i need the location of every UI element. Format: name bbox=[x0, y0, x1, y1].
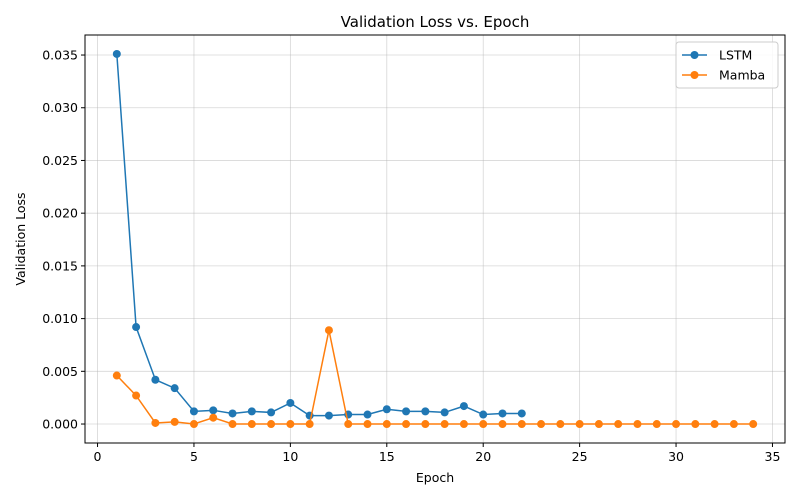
data-point-mamba bbox=[170, 417, 179, 426]
y-axis-label: Validation Loss bbox=[13, 192, 28, 285]
data-point-lstm bbox=[363, 410, 372, 419]
y-tick-label: 0.010 bbox=[42, 311, 78, 326]
series-layer bbox=[112, 49, 758, 429]
data-point-mamba bbox=[440, 420, 449, 429]
x-tick-label: 0 bbox=[94, 449, 102, 464]
series-line-lstm bbox=[116, 53, 522, 417]
data-point-mamba bbox=[228, 420, 237, 429]
data-point-lstm bbox=[324, 411, 333, 420]
x-tick-label: 20 bbox=[475, 449, 491, 464]
y-tick-label: 0.000 bbox=[42, 417, 78, 432]
grid bbox=[85, 35, 785, 443]
series-line-mamba bbox=[116, 330, 754, 425]
data-point-mamba bbox=[498, 420, 507, 429]
data-point-mamba bbox=[459, 420, 468, 429]
plot-frame bbox=[84, 34, 786, 444]
legend-box bbox=[675, 41, 779, 89]
data-point-lstm bbox=[209, 406, 218, 415]
legend-marker-lstm bbox=[690, 51, 699, 59]
data-point-mamba bbox=[421, 420, 430, 429]
y-axis-ticks: 0.000 0.005 0.010 0.015 0.020 0.025 0.030 0.035 bbox=[42, 48, 85, 432]
data-point-lstm bbox=[286, 398, 295, 407]
data-point-lstm bbox=[459, 402, 468, 411]
data-point-lstm bbox=[421, 407, 430, 416]
y-tick-label: 0.020 bbox=[42, 206, 78, 221]
data-point-mamba bbox=[324, 326, 333, 335]
data-point-mamba bbox=[112, 371, 121, 380]
data-point-mamba bbox=[151, 418, 160, 427]
y-tick-label: 0.035 bbox=[42, 48, 78, 63]
legend: LSTM Mamba bbox=[675, 41, 779, 89]
data-point-mamba bbox=[710, 420, 719, 429]
data-point-mamba bbox=[363, 420, 372, 429]
x-tick-label: 10 bbox=[282, 449, 298, 464]
data-point-mamba bbox=[402, 420, 411, 429]
data-point-mamba bbox=[132, 391, 141, 400]
data-point-lstm bbox=[267, 408, 276, 417]
data-point-lstm bbox=[189, 407, 198, 416]
legend-label-mamba: Mamba bbox=[719, 68, 765, 83]
data-point-mamba bbox=[729, 420, 738, 429]
x-tick-label: 35 bbox=[765, 449, 781, 464]
data-point-mamba bbox=[267, 420, 276, 429]
data-point-lstm bbox=[247, 407, 256, 416]
legend-marker-mamba bbox=[690, 71, 699, 79]
x-axis-ticks: 0 5 10 15 20 25 30 35 bbox=[94, 443, 781, 464]
data-point-mamba bbox=[575, 420, 584, 429]
data-point-lstm bbox=[498, 409, 507, 418]
data-point-lstm bbox=[382, 405, 391, 414]
data-point-mamba bbox=[382, 420, 391, 429]
data-point-lstm bbox=[132, 323, 141, 332]
data-point-mamba bbox=[749, 420, 758, 429]
y-tick-label: 0.015 bbox=[42, 258, 78, 273]
data-point-lstm bbox=[170, 384, 179, 393]
x-axis-label: Epoch bbox=[416, 470, 454, 485]
data-point-mamba bbox=[209, 413, 218, 422]
data-point-mamba bbox=[189, 420, 198, 429]
data-point-mamba bbox=[305, 420, 314, 429]
data-point-lstm bbox=[112, 49, 121, 58]
data-point-mamba bbox=[537, 420, 546, 429]
data-point-mamba bbox=[517, 420, 526, 429]
data-point-lstm bbox=[151, 375, 160, 384]
data-point-mamba bbox=[594, 420, 603, 429]
data-point-lstm bbox=[479, 410, 488, 419]
x-tick-label: 25 bbox=[572, 449, 588, 464]
chart-title: Validation Loss vs. Epoch bbox=[341, 13, 530, 31]
data-point-mamba bbox=[344, 420, 353, 429]
data-point-lstm bbox=[440, 408, 449, 417]
data-point-mamba bbox=[672, 420, 681, 429]
data-point-mamba bbox=[652, 420, 661, 429]
data-point-mamba bbox=[633, 420, 642, 429]
x-tick-label: 5 bbox=[190, 449, 198, 464]
y-tick-label: 0.030 bbox=[42, 100, 78, 115]
y-tick-label: 0.005 bbox=[42, 364, 78, 379]
y-tick-label: 0.025 bbox=[42, 153, 78, 168]
x-tick-label: 15 bbox=[379, 449, 395, 464]
legend-label-lstm: LSTM bbox=[719, 48, 752, 63]
data-point-mamba bbox=[691, 420, 700, 429]
x-tick-label: 30 bbox=[668, 449, 684, 464]
data-point-lstm bbox=[517, 409, 526, 418]
data-point-mamba bbox=[286, 420, 295, 429]
data-point-lstm bbox=[402, 407, 411, 416]
data-point-lstm bbox=[228, 409, 237, 418]
data-point-mamba bbox=[247, 420, 256, 429]
data-point-mamba bbox=[479, 420, 488, 429]
data-point-mamba bbox=[614, 420, 623, 429]
data-point-mamba bbox=[556, 420, 565, 429]
